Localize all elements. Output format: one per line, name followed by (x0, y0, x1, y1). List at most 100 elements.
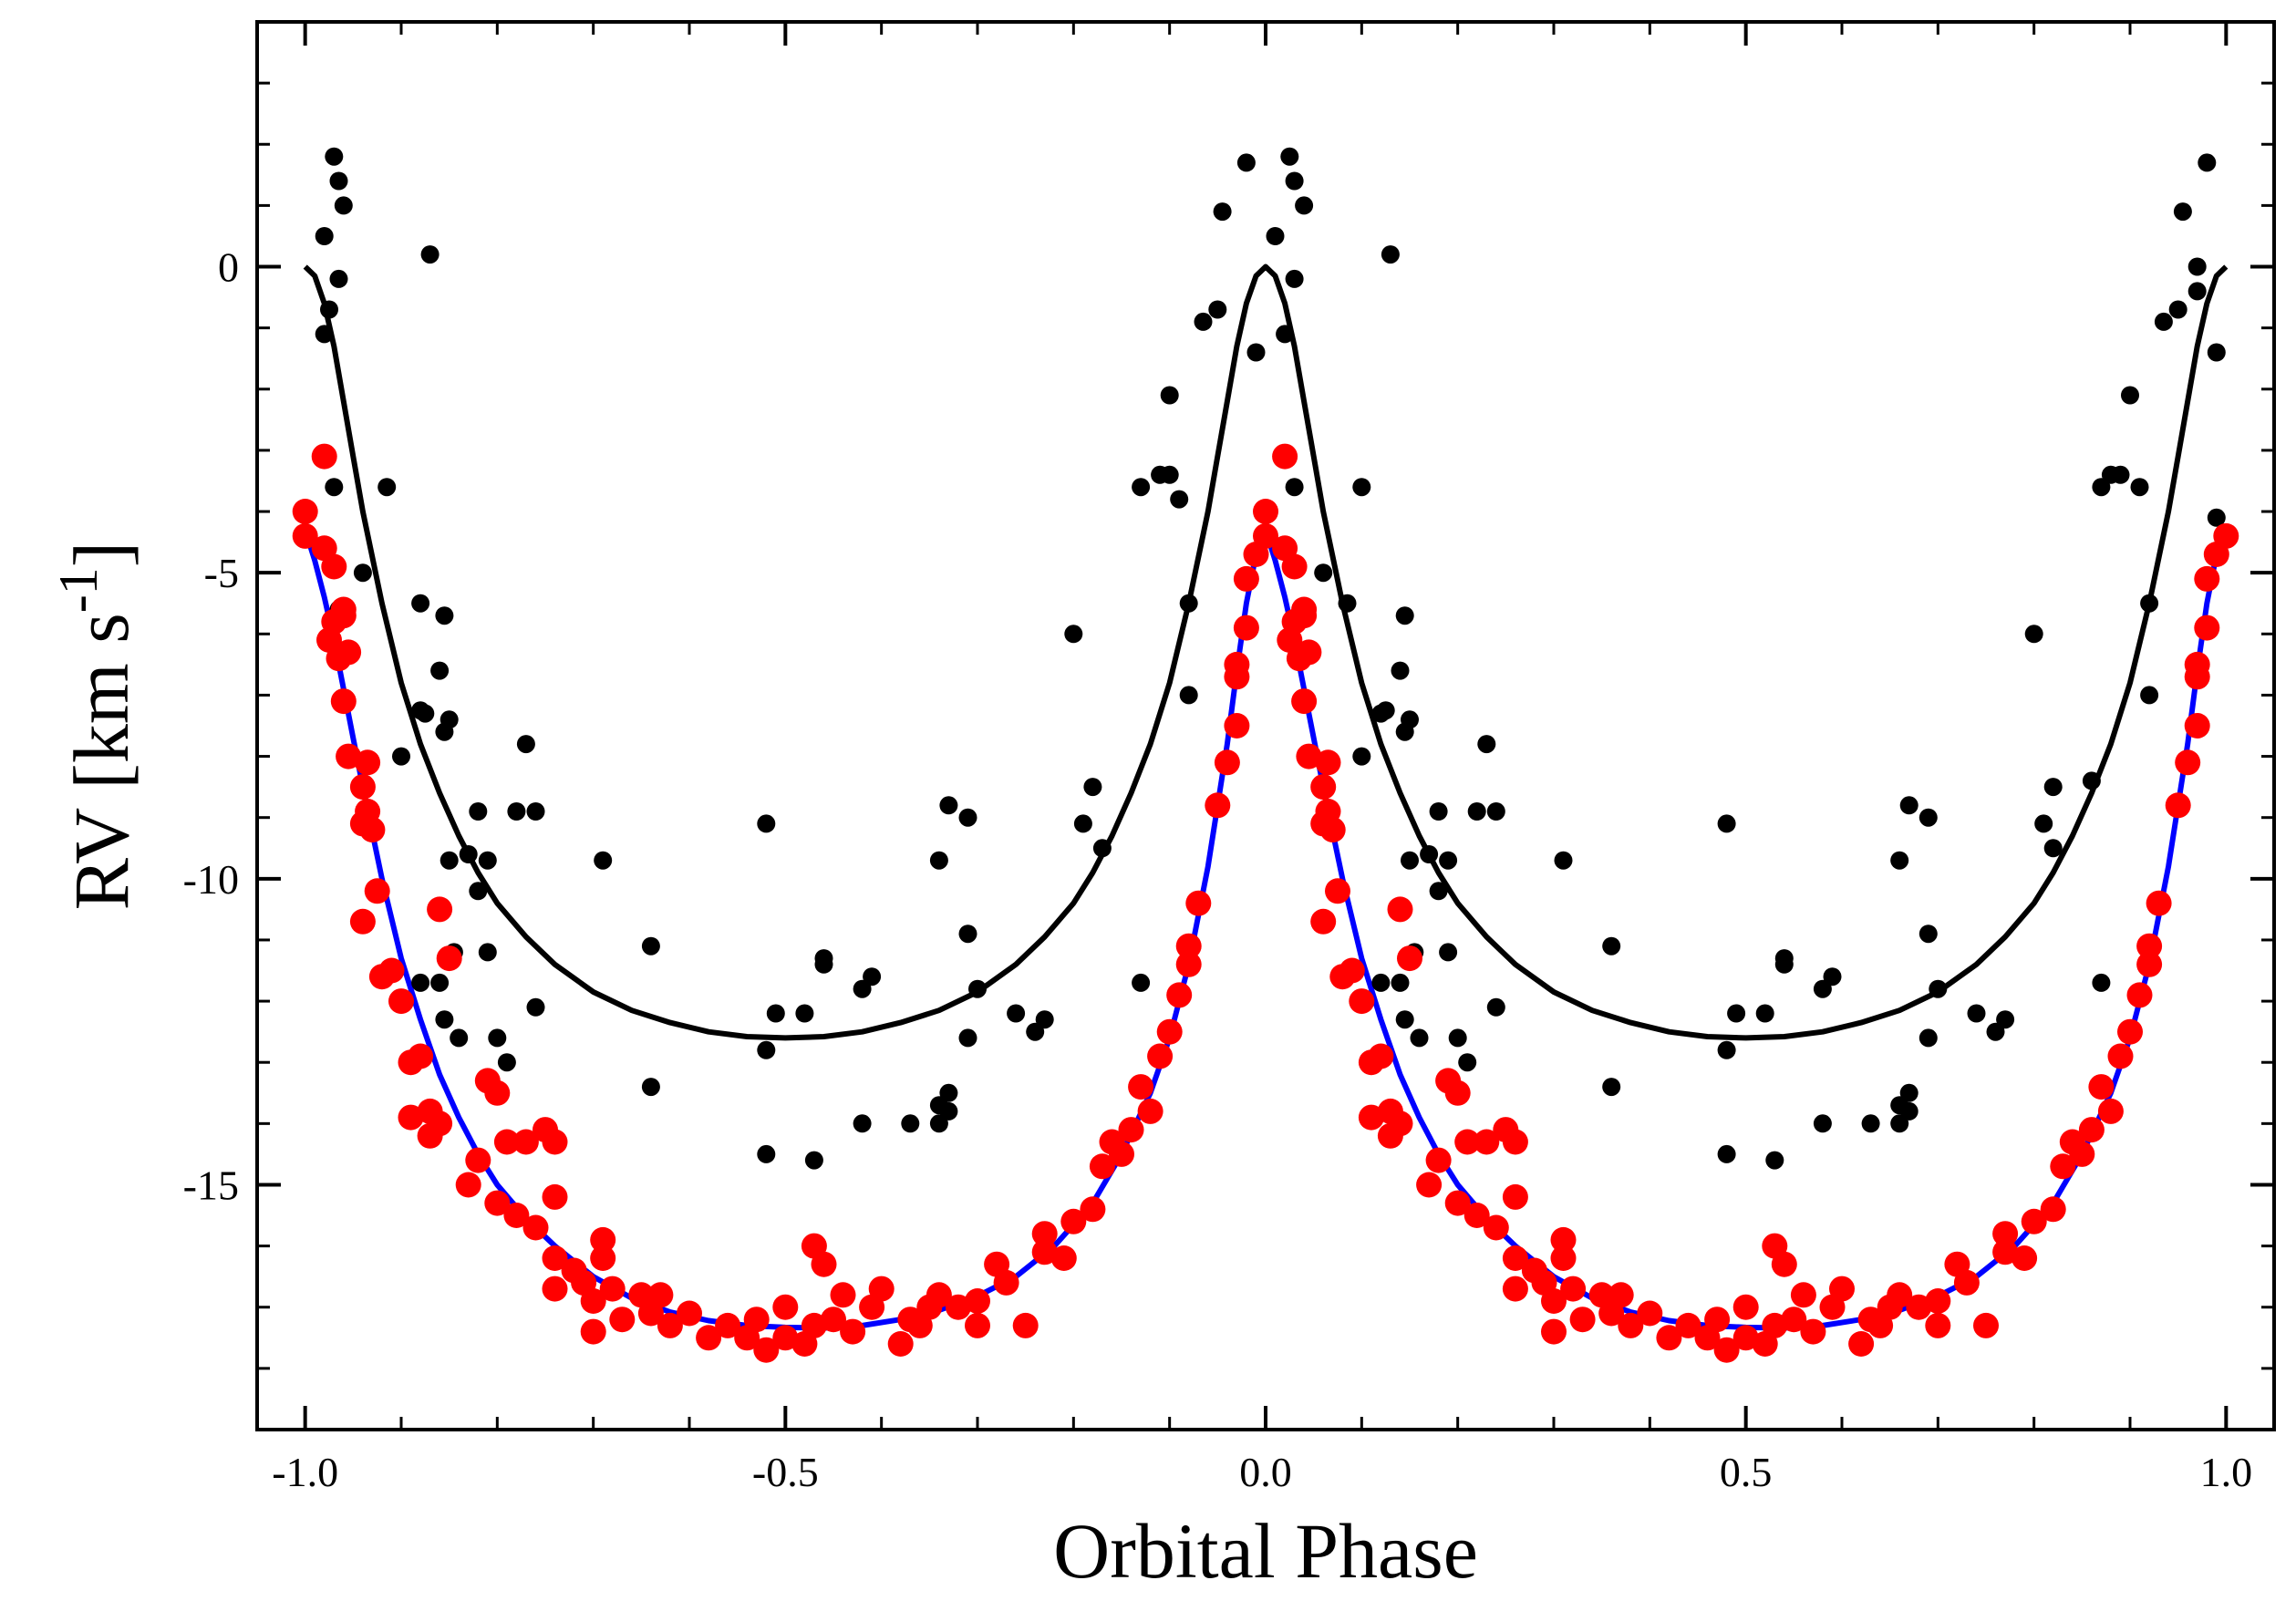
black-data-point (1919, 808, 1938, 827)
black-data-point (430, 661, 450, 680)
red-data-point (1109, 1141, 1134, 1167)
red-data-point (355, 749, 381, 776)
black-data-point (853, 1114, 872, 1133)
red-data-point (1541, 1318, 1567, 1345)
red-data-point (1474, 1129, 1500, 1155)
red-data-point (2136, 951, 2163, 977)
black-data-point (1439, 943, 1458, 962)
red-data-point (1732, 1325, 1759, 1351)
red-data-point (2146, 890, 2172, 916)
red-data-point (1444, 1079, 1471, 1106)
black-data-point (315, 325, 334, 344)
black-data-point (814, 949, 833, 968)
black-data-point (488, 1028, 507, 1048)
red-data-point (427, 896, 453, 923)
black-data-point (1352, 478, 1371, 497)
red-data-point (349, 774, 376, 800)
y-axis-title-superscript: -1 (48, 567, 109, 613)
red-data-point (1713, 1337, 1740, 1363)
red-data-point (378, 957, 405, 984)
black-data-point (641, 1078, 660, 1097)
black-data-point (1486, 997, 1505, 1017)
black-data-point (2173, 202, 2192, 222)
y-axis-title-main: RV [km s (57, 613, 145, 910)
black-data-point (497, 1053, 516, 1072)
red-data-point (408, 1043, 434, 1069)
red-data-point (1310, 908, 1337, 935)
red-data-point (436, 945, 462, 972)
black-data-point (2024, 625, 2043, 644)
red-data-point (1166, 982, 1193, 1008)
black-data-point (1338, 594, 1357, 613)
black-data-point (1007, 1004, 1026, 1023)
red-data-point (1349, 988, 1375, 1015)
black-data-point (2207, 508, 2226, 527)
black-data-point (1026, 1022, 1045, 1041)
red-data-point (1031, 1221, 1058, 1247)
red-data-point (1253, 499, 1278, 524)
black-data-point (1899, 1083, 1919, 1102)
y-tick-label: 0 (218, 244, 239, 291)
red-data-point (1272, 443, 1298, 470)
red-data-point (2213, 522, 2239, 549)
black-data-point (334, 196, 353, 215)
red-data-point (512, 1129, 539, 1155)
black-data-point (1170, 490, 1189, 509)
black-data-point (2207, 343, 2226, 362)
red-data-point (465, 1147, 491, 1173)
red-data-point (1887, 1282, 1913, 1308)
red-data-point (945, 1294, 971, 1320)
red-data-point (330, 688, 357, 715)
red-data-point (696, 1325, 722, 1351)
black-data-point (440, 851, 459, 870)
black-data-point (795, 1004, 814, 1023)
red-data-point (2078, 1117, 2105, 1143)
black-data-point (2043, 778, 2063, 797)
black-data-point (2187, 282, 2207, 301)
black-data-point (757, 1144, 776, 1163)
black-data-point (1467, 802, 1486, 821)
black-data-point (1717, 1040, 1736, 1059)
black-data-point (1420, 845, 1439, 863)
black-data-point (958, 1028, 977, 1048)
red-data-point (349, 908, 376, 935)
red-data-point (1800, 1318, 1826, 1345)
red-data-point (1416, 1172, 1443, 1198)
red-data-point (398, 1104, 424, 1131)
y-tick-label: -10 (183, 856, 239, 903)
red-data-point (1387, 1110, 1413, 1137)
black-data-point (1861, 1114, 1880, 1133)
black-data-point (1376, 701, 1395, 720)
x-tick-label: -1.0 (272, 1449, 338, 1495)
red-data-point (1358, 1104, 1384, 1131)
red-data-point (1953, 1269, 1980, 1296)
red-data-point (965, 1312, 990, 1338)
black-data-point (1486, 802, 1505, 821)
red-data-point (1992, 1221, 2019, 1247)
black-data-point (450, 1028, 469, 1048)
black-data-point (411, 594, 430, 613)
red-data-point (522, 1214, 549, 1241)
black-data-point (469, 802, 488, 821)
black-data-point (1458, 1053, 1477, 1072)
black-data-point (1410, 1028, 1429, 1048)
black-data-point (2121, 386, 2139, 405)
black-data-point (1285, 269, 1304, 288)
red-data-point (1281, 553, 1308, 580)
red-data-point (2097, 1098, 2124, 1124)
red-data-point (1608, 1282, 1634, 1308)
red-data-point (1296, 639, 1322, 666)
red-data-point (311, 443, 337, 470)
red-data-point (590, 1245, 616, 1271)
black-data-point (1073, 814, 1092, 833)
x-axis-ticks: -1.0 -0.5 0.0 0.5 1.0 (272, 22, 2252, 1495)
red-data-point (868, 1276, 895, 1302)
black-data-point (1179, 686, 1198, 705)
red-data-point (2040, 1196, 2066, 1223)
y-axis-title-close: ] (57, 542, 145, 568)
red-data-point (1224, 713, 1250, 739)
red-data-point (1790, 1282, 1816, 1308)
black-data-point (929, 1114, 948, 1133)
red-data-point (1397, 945, 1422, 972)
black-data-point (320, 300, 338, 319)
